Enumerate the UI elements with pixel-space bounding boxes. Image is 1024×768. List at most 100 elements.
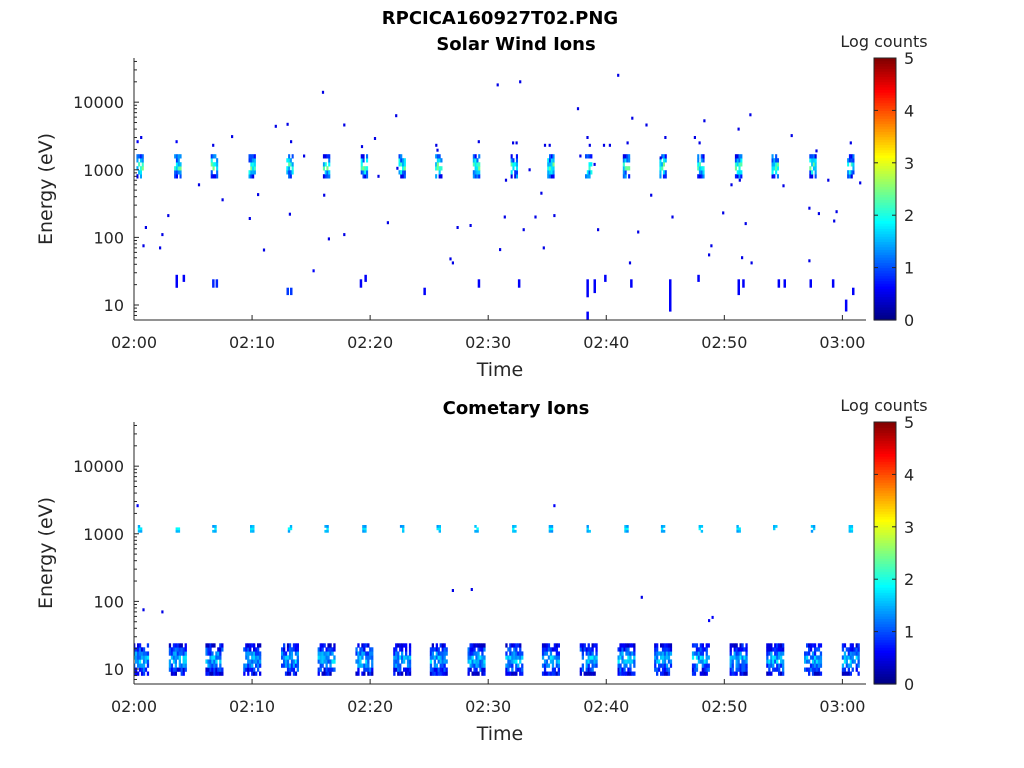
band-cell xyxy=(782,647,785,652)
band-cell xyxy=(179,170,182,175)
band-cell xyxy=(397,655,400,660)
band-cell xyxy=(697,647,701,652)
band-cell xyxy=(481,647,484,652)
band-cell xyxy=(296,655,299,660)
band-cell xyxy=(205,651,208,656)
band-cell xyxy=(137,529,141,533)
colorbar-step xyxy=(874,660,896,664)
band-cell xyxy=(656,651,659,656)
colorbar-step xyxy=(874,513,896,517)
band-cell xyxy=(247,643,250,648)
band-cell xyxy=(521,651,524,656)
data-point xyxy=(659,156,662,160)
band-cell xyxy=(853,659,856,664)
band-cell xyxy=(586,170,589,175)
band-cell xyxy=(734,166,737,171)
data-point xyxy=(543,143,547,147)
band-cell xyxy=(211,655,214,660)
band-cell xyxy=(364,166,367,171)
band-cell xyxy=(541,643,545,648)
band-cell xyxy=(695,643,699,648)
band-cell xyxy=(217,667,220,672)
band-cell xyxy=(397,671,400,676)
band-cell xyxy=(174,643,177,648)
band-cell xyxy=(255,663,258,668)
band-cell xyxy=(435,647,438,652)
band-cell xyxy=(512,525,515,528)
colorbar-step xyxy=(874,500,896,504)
band-cell xyxy=(519,651,522,656)
band-cell xyxy=(178,647,181,652)
band-cell xyxy=(513,655,516,660)
data-streak xyxy=(215,279,219,288)
band-cell xyxy=(402,166,405,171)
band-cell xyxy=(397,651,400,656)
band-cell xyxy=(325,663,328,668)
band-cell xyxy=(700,529,704,533)
colorbar-step xyxy=(874,655,896,659)
data-streak xyxy=(286,287,289,296)
band-cell xyxy=(619,655,622,660)
colorbar-step xyxy=(874,592,896,596)
band-cell xyxy=(361,663,364,668)
band-cell xyxy=(736,174,739,179)
band-cell xyxy=(809,158,812,163)
band-cell xyxy=(623,663,626,668)
band-cell xyxy=(812,166,815,171)
band-cell xyxy=(213,671,216,676)
band-cell xyxy=(366,174,369,179)
colorbar-step xyxy=(874,663,896,667)
band-cell xyxy=(808,647,811,652)
x-tick-label: 02:20 xyxy=(347,333,393,352)
band-cell xyxy=(481,663,484,668)
band-cell xyxy=(517,663,520,668)
band-cell xyxy=(661,671,665,676)
band-cell xyxy=(408,647,412,652)
colorbar-step xyxy=(874,94,896,98)
band-cell xyxy=(701,655,704,660)
band-cell xyxy=(702,174,705,179)
band-cell xyxy=(780,659,783,664)
band-cell xyxy=(435,174,438,179)
band-cell xyxy=(481,667,484,672)
band-cell xyxy=(365,643,368,648)
band-cell xyxy=(207,643,210,648)
band-cell xyxy=(771,174,774,179)
colorbar-step xyxy=(874,511,896,515)
colorbar-step xyxy=(874,634,896,638)
band-cell xyxy=(398,154,401,159)
data-point xyxy=(808,259,811,263)
band-cell xyxy=(857,655,860,660)
band-cell xyxy=(581,651,584,656)
band-cell xyxy=(543,671,547,676)
band-cell xyxy=(667,647,671,652)
band-cell xyxy=(288,667,292,672)
band-cell xyxy=(324,170,327,175)
band-cell xyxy=(326,174,329,179)
data-point xyxy=(519,80,522,84)
band-cell xyxy=(549,659,553,664)
band-cell xyxy=(515,162,518,167)
colorbar-step xyxy=(874,301,896,305)
band-cell xyxy=(705,659,708,664)
band-cell xyxy=(700,166,703,171)
band-cell xyxy=(745,655,748,660)
band-cell xyxy=(733,647,736,652)
band-cell xyxy=(134,667,136,672)
band-cell xyxy=(144,651,148,656)
band-cell xyxy=(327,655,330,660)
colorbar-step xyxy=(874,283,896,287)
band-cell xyxy=(665,651,669,656)
x-tick-label: 02:10 xyxy=(229,333,275,352)
band-cell xyxy=(586,525,589,528)
band-cell xyxy=(776,651,779,656)
band-cell xyxy=(811,174,814,179)
colorbar-step xyxy=(874,532,896,536)
band-cell xyxy=(172,643,176,648)
band-cell xyxy=(243,667,246,672)
band-cell xyxy=(509,643,512,648)
band-cell xyxy=(216,158,219,163)
data-point xyxy=(528,168,531,172)
